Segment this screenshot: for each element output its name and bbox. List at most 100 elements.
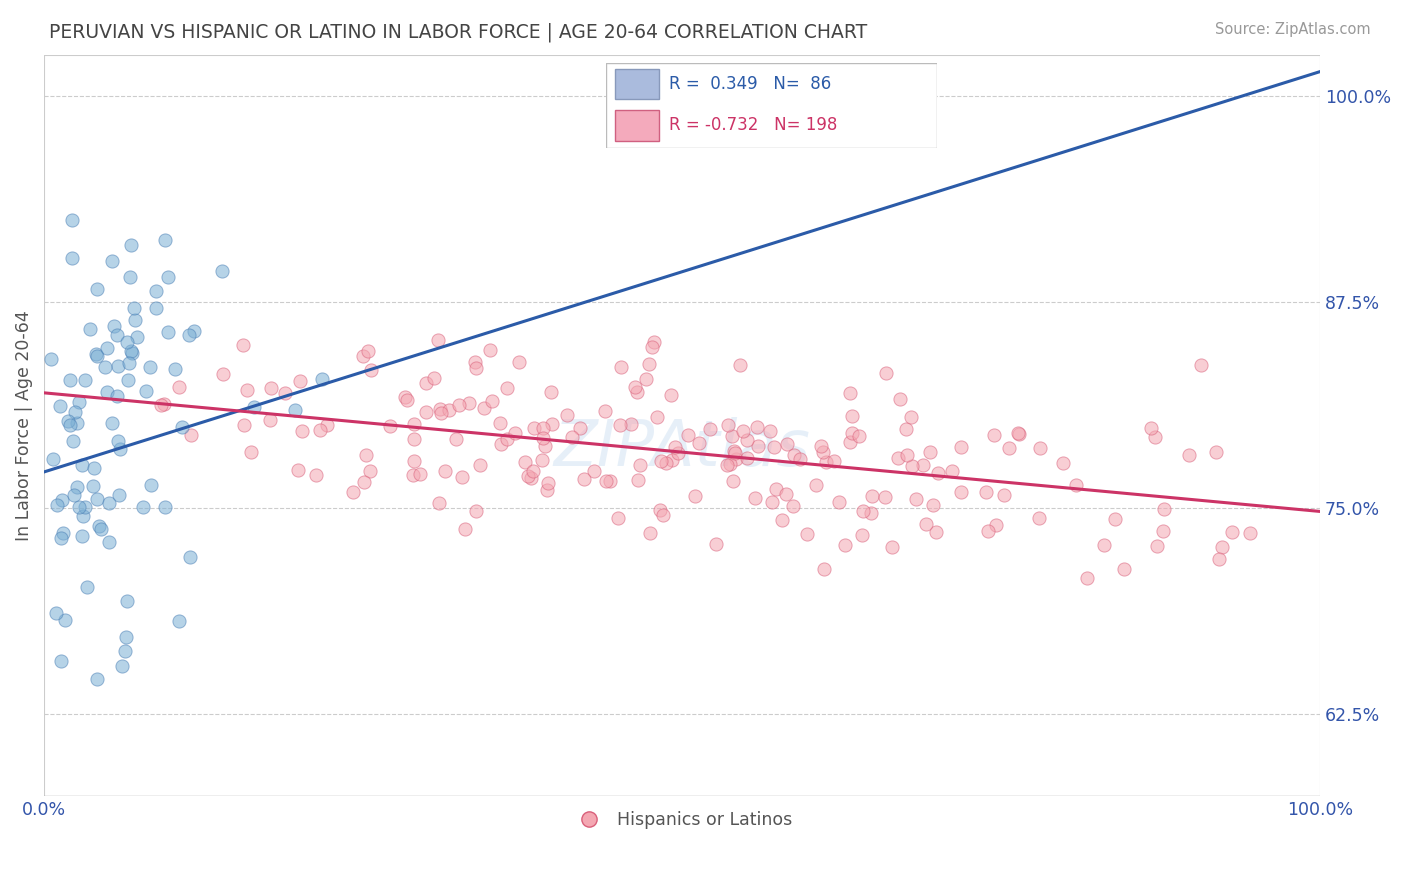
- Text: PERUVIAN VS HISPANIC OR LATINO IN LABOR FORCE | AGE 20-64 CORRELATION CHART: PERUVIAN VS HISPANIC OR LATINO IN LABOR …: [49, 22, 868, 42]
- Point: [900, 409, 922, 424]
- Point: [733, 424, 755, 438]
- Point: [823, 454, 845, 468]
- Point: [316, 418, 339, 433]
- Point: [1211, 540, 1233, 554]
- Point: [531, 431, 554, 445]
- Point: [105, 389, 128, 403]
- Point: [976, 485, 998, 500]
- Point: [1028, 510, 1050, 524]
- Point: [117, 373, 139, 387]
- Point: [914, 517, 936, 532]
- Point: [183, 324, 205, 338]
- Point: [724, 451, 747, 466]
- Point: [135, 384, 157, 398]
- Point: [62, 434, 84, 448]
- Point: [211, 367, 233, 381]
- Point: [620, 417, 643, 432]
- Point: [96, 341, 118, 355]
- Point: [789, 451, 811, 466]
- Point: [45, 606, 67, 620]
- Point: [949, 440, 972, 454]
- Point: [561, 430, 583, 444]
- Point: [86, 282, 108, 296]
- Point: [107, 359, 129, 374]
- Point: [169, 380, 191, 394]
- Point: [848, 429, 870, 443]
- Point: [150, 398, 173, 412]
- Point: [595, 474, 617, 488]
- Point: [873, 490, 896, 504]
- Point: [688, 436, 710, 450]
- Point: [62, 488, 84, 502]
- Point: [496, 433, 519, 447]
- Point: [66, 480, 89, 494]
- Point: [86, 491, 108, 506]
- Point: [427, 496, 450, 510]
- Point: [108, 442, 131, 456]
- Point: [259, 413, 281, 427]
- Point: [810, 439, 832, 453]
- Point: [1008, 426, 1031, 441]
- Point: [541, 417, 564, 432]
- Point: [73, 500, 96, 514]
- Point: [131, 500, 153, 514]
- Point: [540, 385, 562, 400]
- Point: [156, 325, 179, 339]
- Point: [60, 252, 83, 266]
- Point: [115, 334, 138, 349]
- Point: [1220, 524, 1243, 539]
- Point: [53, 613, 76, 627]
- Point: [889, 392, 911, 407]
- Point: [875, 367, 897, 381]
- Point: [472, 401, 495, 415]
- Point: [904, 491, 927, 506]
- Point: [288, 374, 311, 388]
- Point: [157, 270, 180, 285]
- Point: [986, 517, 1008, 532]
- Point: [924, 524, 946, 539]
- Point: [287, 463, 309, 477]
- Point: [841, 426, 863, 441]
- Point: [243, 400, 266, 414]
- Point: [67, 500, 90, 515]
- Point: [76, 580, 98, 594]
- Point: [664, 441, 686, 455]
- Point: [120, 344, 142, 359]
- Point: [921, 499, 943, 513]
- Point: [522, 464, 544, 478]
- Point: [804, 478, 827, 492]
- Point: [127, 330, 149, 344]
- Point: [860, 490, 883, 504]
- Point: [352, 349, 374, 363]
- Point: [170, 420, 193, 434]
- Point: [232, 418, 254, 433]
- Point: [79, 322, 101, 336]
- Point: [723, 443, 745, 458]
- Point: [115, 594, 138, 608]
- Point: [887, 451, 910, 466]
- Point: [465, 504, 488, 518]
- Point: [305, 468, 328, 483]
- Point: [723, 475, 745, 489]
- Point: [342, 485, 364, 500]
- Point: [651, 508, 673, 523]
- Point: [141, 478, 163, 492]
- Point: [97, 496, 120, 510]
- Point: [765, 482, 787, 496]
- Point: [1140, 421, 1163, 435]
- Point: [851, 504, 873, 518]
- Point: [1104, 512, 1126, 526]
- Point: [783, 448, 806, 462]
- Point: [311, 372, 333, 386]
- Point: [645, 410, 668, 425]
- Point: [1076, 571, 1098, 585]
- Point: [723, 446, 745, 460]
- Point: [111, 658, 134, 673]
- Point: [51, 492, 73, 507]
- Point: [83, 461, 105, 475]
- Point: [259, 382, 281, 396]
- Point: [120, 238, 142, 252]
- Point: [728, 358, 751, 372]
- Point: [139, 360, 162, 375]
- Point: [235, 384, 257, 398]
